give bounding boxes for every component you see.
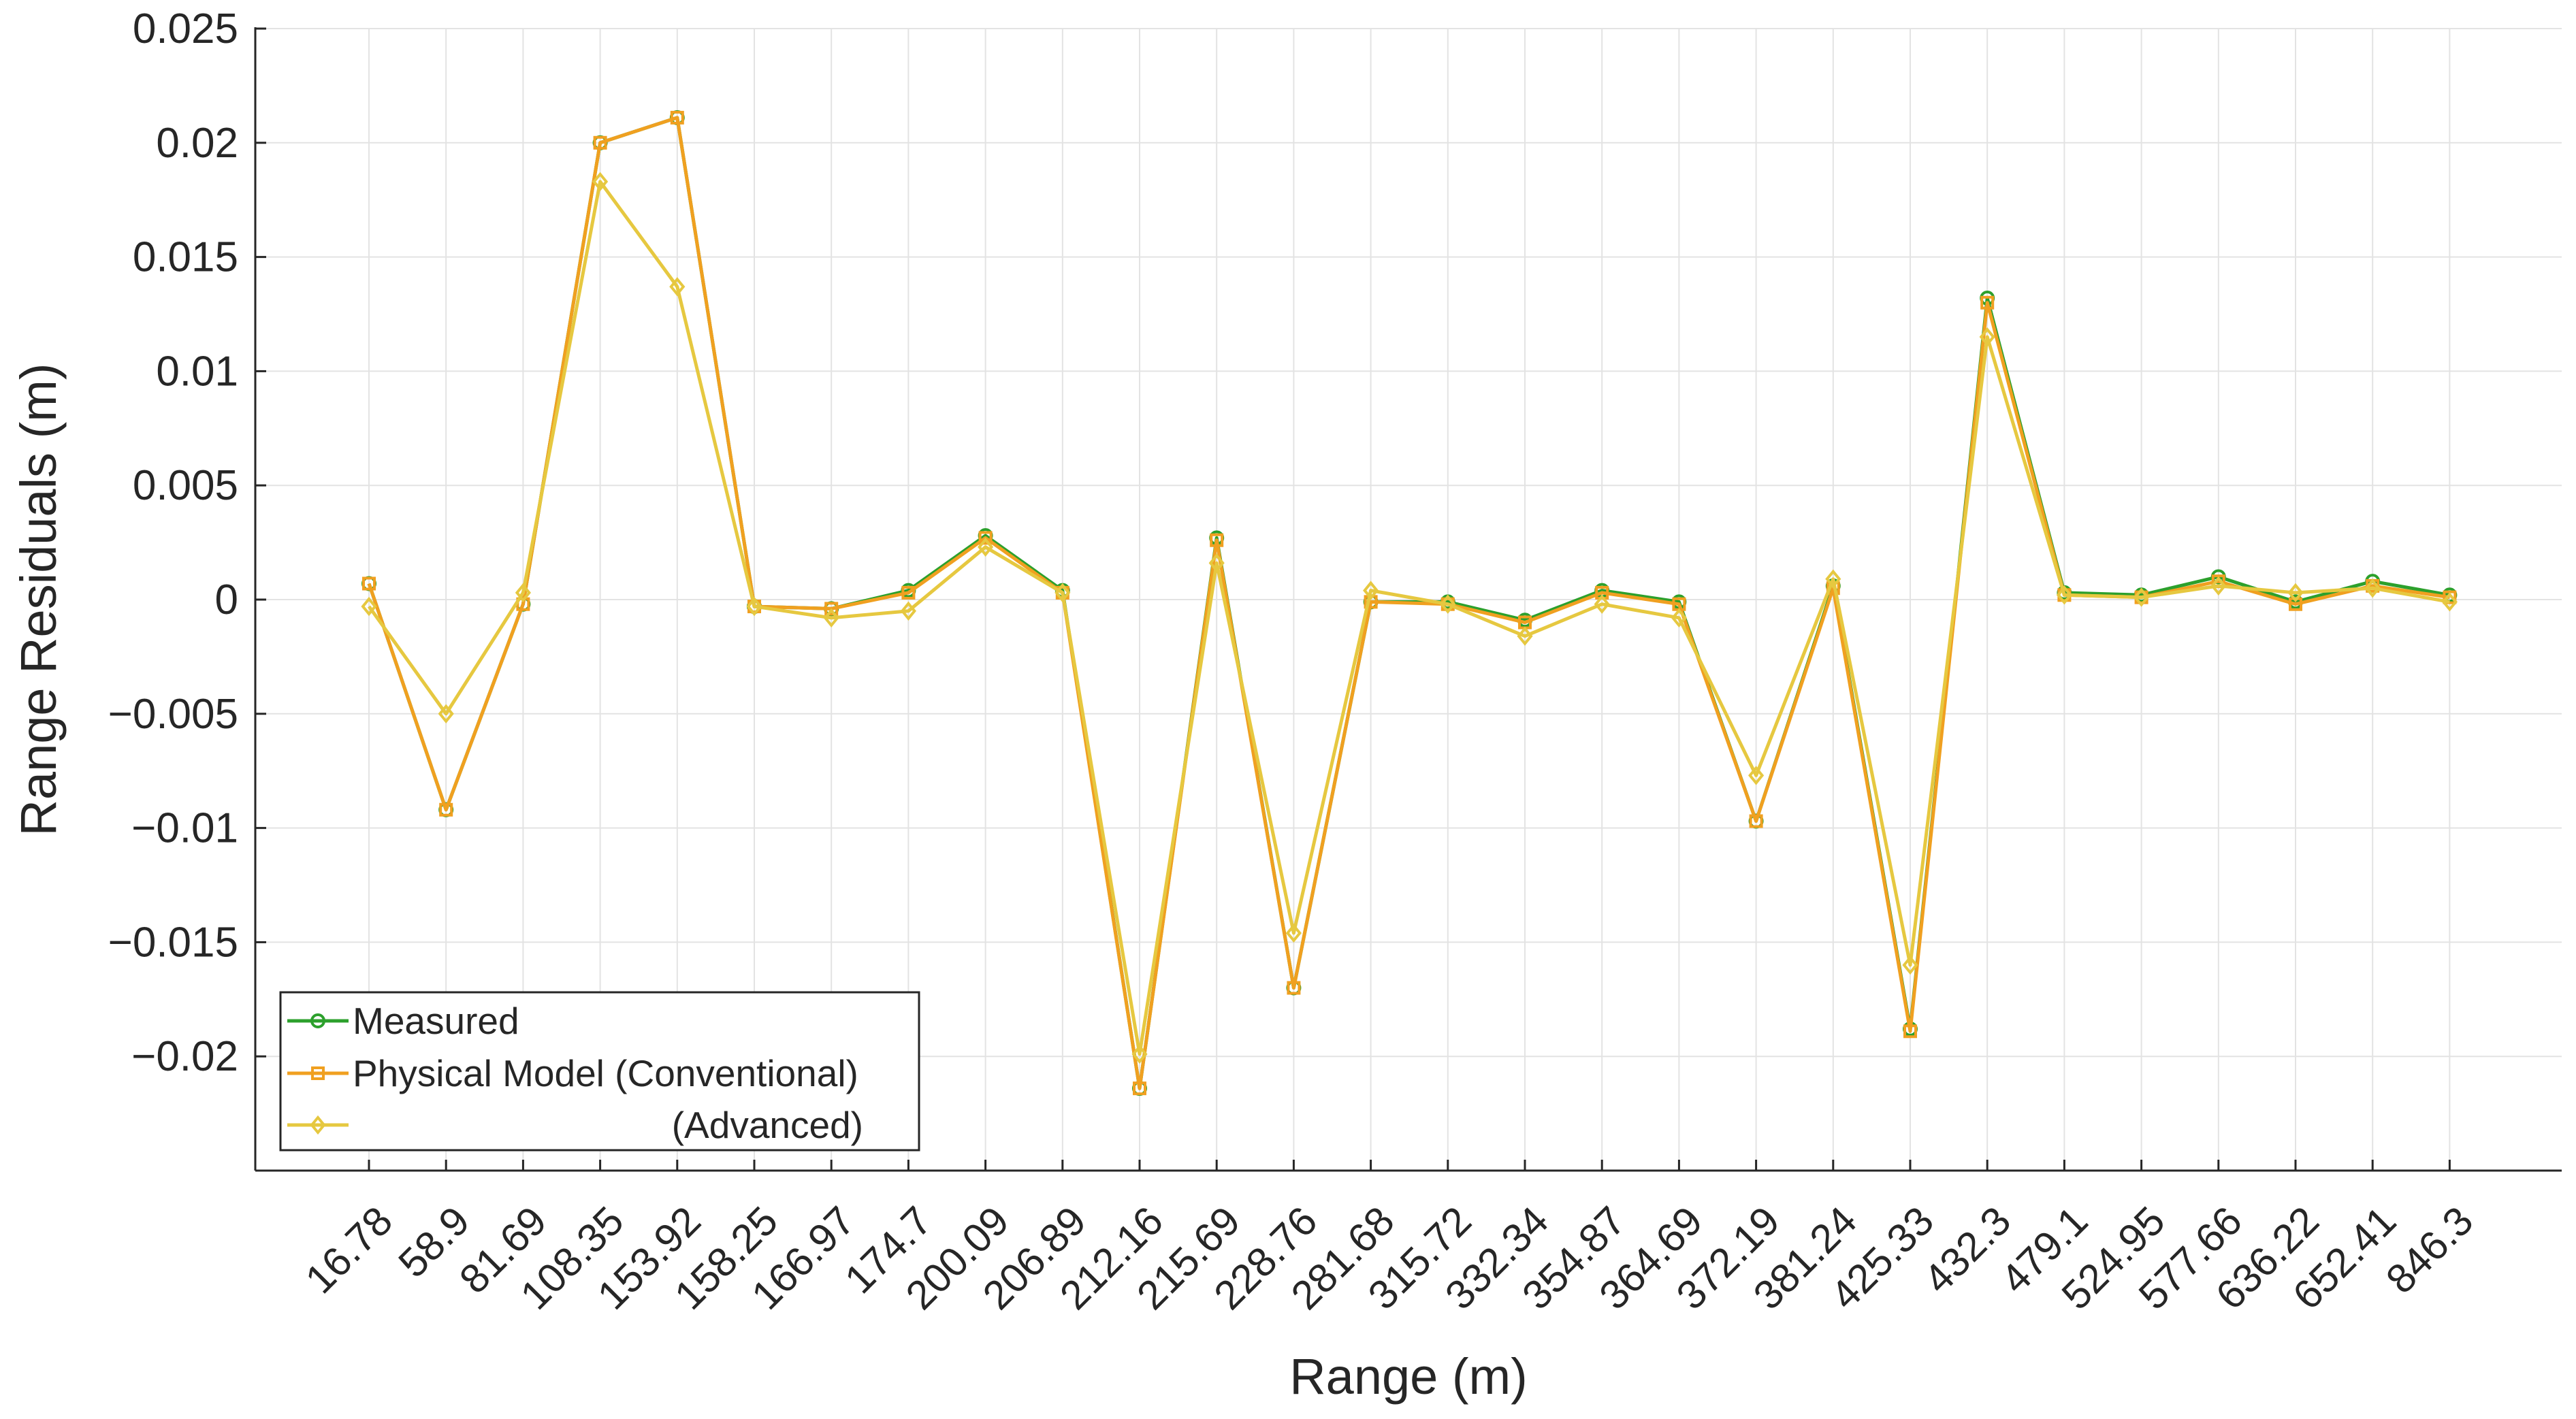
data-point: [438, 704, 454, 723]
data-point: [746, 596, 762, 617]
legend: Measured Physical Model (Conventional) (Ad…: [279, 991, 920, 1152]
data-point: [1287, 981, 1301, 995]
data-point: [362, 576, 376, 591]
data-point: [1980, 295, 1995, 310]
y-tick-label: 0.015: [133, 234, 238, 281]
data-point: [2210, 576, 2227, 596]
data-point: [1440, 594, 1456, 614]
data-point: [1749, 814, 1763, 828]
data-point: [1671, 608, 1687, 628]
data-point: [2443, 590, 2457, 604]
data-point: [2287, 583, 2304, 603]
y-tick-label: 0.005: [133, 462, 238, 509]
legend-box: [279, 991, 920, 1152]
data-point: [978, 531, 993, 545]
y-tick-label: 0.01: [156, 348, 238, 395]
y-tick-label: −0.02: [131, 1033, 238, 1080]
data-point: [2364, 578, 2381, 598]
data-point: [1748, 766, 1765, 785]
data-point: [901, 585, 916, 600]
data-point: [1825, 569, 1841, 589]
data-point: [2134, 587, 2150, 607]
data-point: [2441, 592, 2458, 612]
data-point: [592, 172, 609, 192]
data-point: [593, 135, 607, 150]
legend-swatch-marker: [310, 1115, 326, 1135]
data-point: [900, 601, 916, 621]
data-point: [1363, 581, 1379, 600]
y-axis-label: Range Residuals (m): [10, 363, 67, 836]
data-point: [1210, 533, 1224, 547]
data-series: [361, 110, 2458, 1096]
data-point: [670, 110, 684, 125]
series-3: [361, 172, 2458, 1064]
legend-swatch-marker: [311, 1066, 325, 1080]
legend-label: (Advanced): [672, 1104, 863, 1146]
data-point: [439, 802, 453, 817]
y-tick-labels: −0.02 −0.015 −0.01 −0.005 0 0.005 0.01 0.015 0.0…: [108, 5, 238, 1080]
series-line: [367, 180, 2450, 1056]
data-point: [978, 537, 994, 557]
y-tick-label: 0.025: [133, 5, 238, 52]
y-tick-label: −0.01: [131, 805, 238, 852]
y-tick-label: 0: [215, 576, 238, 623]
axes: [254, 27, 2562, 1172]
y-tick-label: −0.005: [108, 691, 238, 738]
data-point: [515, 583, 531, 603]
legend-label: Physical Model (Conventional): [353, 1052, 858, 1094]
data-point: [824, 602, 839, 616]
data-point: [823, 608, 839, 628]
data-point: [669, 277, 686, 297]
data-point: [1902, 955, 1918, 975]
data-point: [1517, 626, 1533, 646]
y-tick-label: −0.015: [108, 919, 238, 966]
legend-label: Measured: [353, 1000, 519, 1042]
y-tick-label: 0.02: [156, 120, 238, 167]
data-point: [1979, 327, 1995, 347]
data-point: [1594, 594, 1610, 614]
data-point: [1208, 553, 1225, 573]
data-point: [361, 596, 377, 617]
data-point: [1054, 583, 1071, 603]
data-point: [1131, 1044, 1148, 1064]
data-point: [1285, 923, 1302, 943]
legend-swatch-marker: [310, 1013, 325, 1028]
data-point: [1903, 1024, 1917, 1039]
data-point: [2056, 585, 2072, 605]
grid-lines: [255, 28, 2562, 1171]
data-point: [1133, 1081, 1146, 1096]
x-axis-label: Range (m): [1289, 1348, 1528, 1405]
